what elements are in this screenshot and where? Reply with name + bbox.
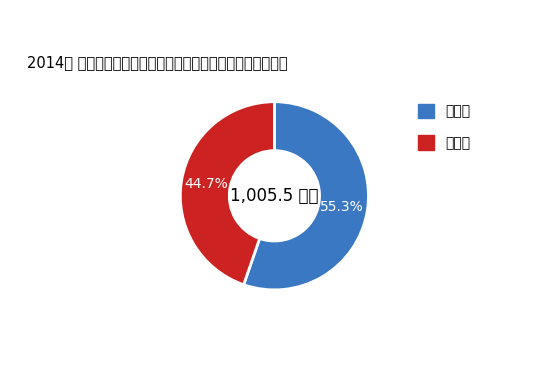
Text: 44.7%: 44.7%: [185, 178, 228, 191]
Text: 55.3%: 55.3%: [320, 200, 364, 214]
Wedge shape: [244, 102, 368, 290]
Text: 1,005.5 億円: 1,005.5 億円: [230, 187, 319, 205]
Wedge shape: [180, 102, 274, 285]
Legend: 卸売業, 小売業: 卸売業, 小売業: [410, 97, 478, 157]
Text: 2014年 商業年間商品販売額にしめる卸売業と小売業のシェア: 2014年 商業年間商品販売額にしめる卸売業と小売業のシェア: [27, 55, 288, 70]
